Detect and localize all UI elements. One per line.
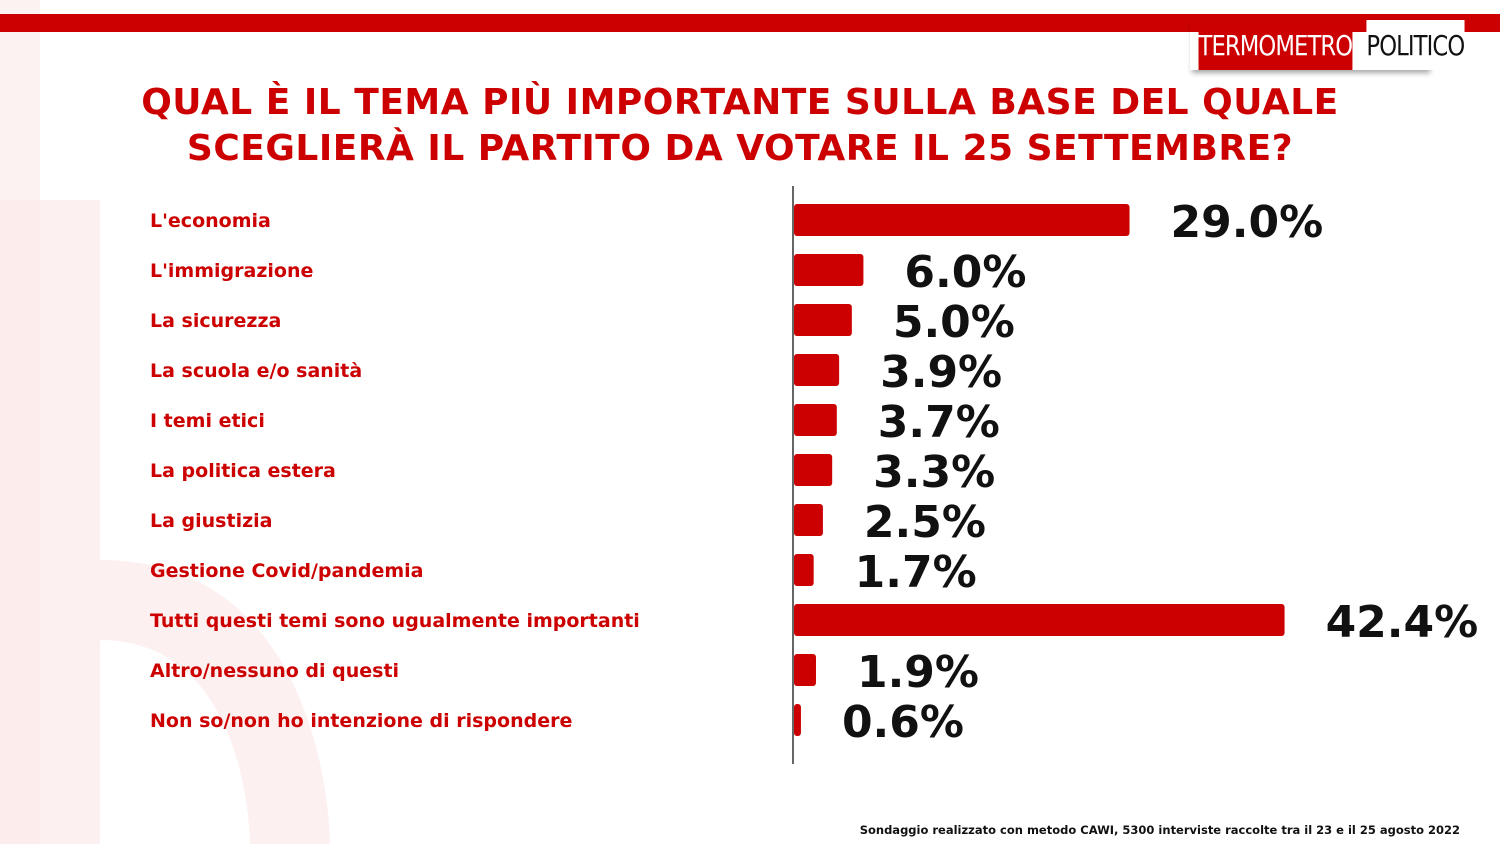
value-label: 3.7% [878,397,1000,448]
value-label: 1.9% [857,647,979,698]
logo-right-text: POLITICO [1366,20,1465,70]
category-label: La scuola e/o sanità [150,360,362,382]
bar [794,504,823,536]
category-label: La sicurezza [150,310,281,332]
bar [794,404,837,436]
value-label: 29.0% [1171,197,1324,248]
value-label: 6.0% [904,247,1026,298]
value-label: 2.5% [864,497,986,548]
logo-left-text: TERMOMETRO [1198,20,1353,70]
category-label: Gestione Covid/pandemia [150,560,423,582]
bar [794,354,840,386]
value-label: 3.3% [873,447,995,498]
category-label: La politica estera [150,460,336,482]
bar [794,254,864,286]
value-label: 3.9% [880,347,1002,398]
bar [794,304,852,336]
category-label: Tutti questi temi sono ugualmente import… [150,610,640,632]
bar [794,204,1130,236]
chart-title: QUAL È IL TEMA PIÙ IMPORTANTE SULLA BASE… [90,80,1390,172]
title-line-2: SCEGLIERÀ IL PARTITO DA VOTARE IL 25 SET… [186,128,1294,169]
category-label: L'economia [150,210,271,232]
brand-logo: TERMOMETRO POLITICO [1190,20,1465,70]
footnote: Sondaggio realizzato con metodo CAWI, 53… [859,823,1460,837]
category-label: I temi etici [150,410,265,432]
category-label: La giustizia [150,510,272,532]
value-label: 0.6% [842,697,964,748]
category-label: L'immigrazione [150,260,313,282]
category-label: Non so/non ho intenzione di rispondere [150,710,572,732]
bar [794,604,1285,636]
header-accent-bar [0,14,1500,32]
value-label: 42.4% [1326,597,1479,648]
bar [794,454,833,486]
value-label: 5.0% [893,297,1015,348]
bar [794,704,801,736]
value-label: 1.7% [855,547,977,598]
bar [794,554,814,586]
bar [794,654,816,686]
category-label: Altro/nessuno di questi [150,660,399,682]
title-line-1: QUAL È IL TEMA PIÙ IMPORTANTE SULLA BASE… [141,82,1339,123]
